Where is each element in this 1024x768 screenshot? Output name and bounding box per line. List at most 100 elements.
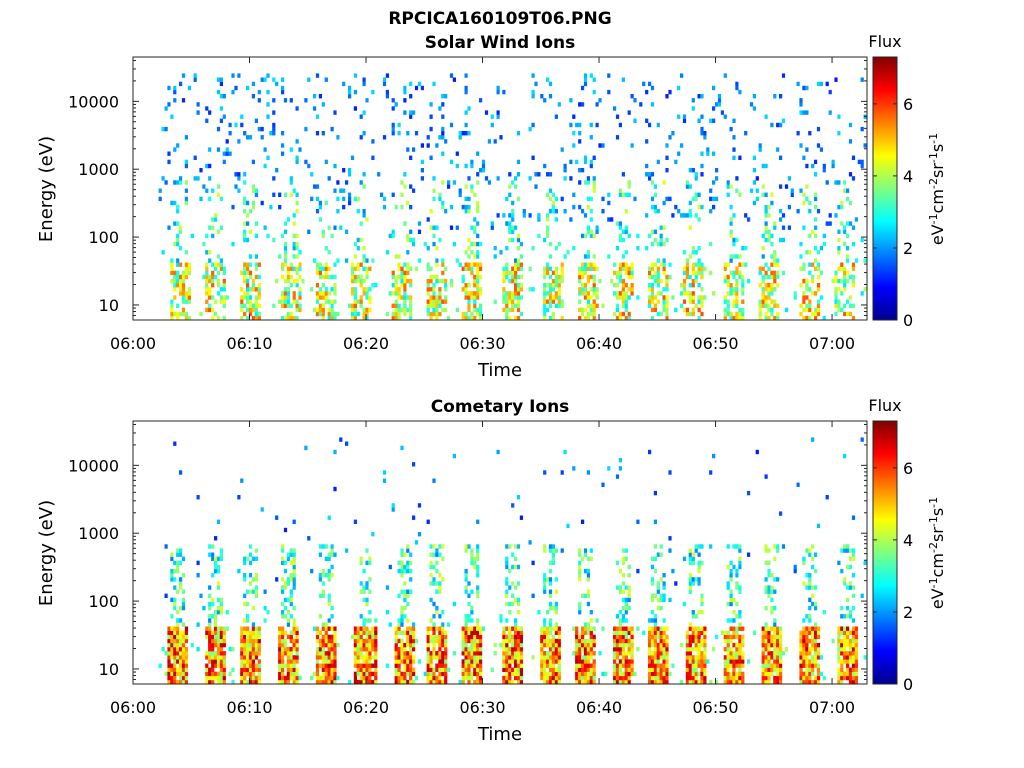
heatmap-cell [473,630,477,635]
heatmap-cell [391,229,395,234]
heatmap-cell [394,647,398,652]
heatmap-cell [697,544,701,549]
heatmap-cell [292,188,296,193]
heatmap-cell [811,667,815,672]
heatmap-cell [650,287,655,292]
heatmap-cell [467,581,471,586]
heatmap-cell [508,585,512,590]
heatmap-cell [391,303,395,308]
heatmap-cell [551,315,555,321]
heatmap-cell [476,671,480,677]
heatmap-cell [543,622,547,627]
heatmap-cell [668,671,672,677]
heatmap-cell [426,675,430,681]
heatmap-cell [548,605,553,611]
heatmap-cell [321,638,325,644]
heatmap-cell [464,291,468,296]
heatmap-cell [554,622,558,627]
heatmap-cell [184,266,188,271]
heatmap-cell [441,114,445,119]
heatmap-cell [356,679,360,685]
heatmap-cell [761,192,765,197]
heatmap-cell [315,209,320,214]
heatmap-cell [770,634,774,640]
heatmap-cell [578,647,582,652]
heatmap-cell [257,126,261,132]
heatmap-cell [822,675,826,681]
heatmap-cell [216,634,221,640]
heatmap-cell [548,81,553,87]
heatmap-cell [476,151,480,156]
heatmap-cell [324,671,328,677]
heatmap-cell [709,196,713,202]
heatmap-cell [467,237,471,243]
heatmap-cell [170,655,174,660]
heatmap-cell [805,642,809,648]
heatmap-cell [697,94,701,99]
heatmap-cell [479,630,483,635]
heatmap-cell [805,630,809,635]
heatmap-cell [272,176,276,181]
heatmap-cell [682,299,687,304]
heatmap-cell [851,618,856,623]
heatmap-cell [671,663,675,668]
heatmap-cell [586,663,590,668]
heatmap-cell [318,593,322,598]
heatmap-cell [176,311,180,317]
heatmap-cell [624,315,628,321]
heatmap-cell [281,655,285,660]
heatmap-cell [569,176,573,181]
heatmap-cell [592,634,596,640]
heatmap-cell [814,217,818,222]
heatmap-cell [615,626,620,631]
heatmap-cell [688,283,692,288]
heatmap-cell [697,663,701,668]
heatmap-cell [406,568,410,574]
heatmap-cell [516,663,521,668]
heatmap-cell [438,589,442,594]
heatmap-cell [330,552,334,557]
heatmap-cell [283,614,288,619]
heatmap-cell [283,581,288,586]
heatmap-cell [665,315,669,321]
heatmap-cell [843,577,847,582]
heatmap-cell [691,675,695,681]
heatmap-cell [374,647,378,652]
heatmap-cell [578,675,582,681]
heatmap-cell [578,568,582,574]
heatmap-cell [732,315,736,321]
heatmap-cell [578,180,582,185]
heatmap-cell [324,159,328,165]
heatmap-cell [476,552,480,557]
heatmap-cell [417,659,422,664]
heatmap-cell [511,180,515,185]
heatmap-cell [703,634,707,640]
heatmap-cell [758,299,762,304]
heatmap-cell [473,254,477,259]
heatmap-cell [799,311,803,317]
heatmap-cell [394,303,398,308]
heatmap-cell [254,118,258,123]
heatmap-cell [214,655,218,660]
heatmap-cell [467,295,471,300]
heatmap-cell [837,246,841,251]
heatmap-cell [179,180,183,185]
heatmap-cell [257,651,261,656]
heatmap-cell [586,229,590,234]
heatmap-cell [281,77,285,82]
heatmap-cell [211,663,215,668]
heatmap-cell [516,610,521,615]
heatmap-cell [543,581,547,586]
x-tick-label: 06:10 [226,698,272,717]
heatmap-cell [283,299,288,304]
heatmap-cell [854,651,858,656]
heatmap-cell [781,225,786,230]
heatmap-cell [327,291,331,296]
heatmap-cell [365,663,369,668]
heatmap-cell [254,675,258,681]
heatmap-cell [703,642,707,648]
heatmap-cell [211,552,215,557]
heatmap-cell [382,478,387,483]
heatmap-cell [819,246,823,251]
heatmap-cell [420,168,424,173]
